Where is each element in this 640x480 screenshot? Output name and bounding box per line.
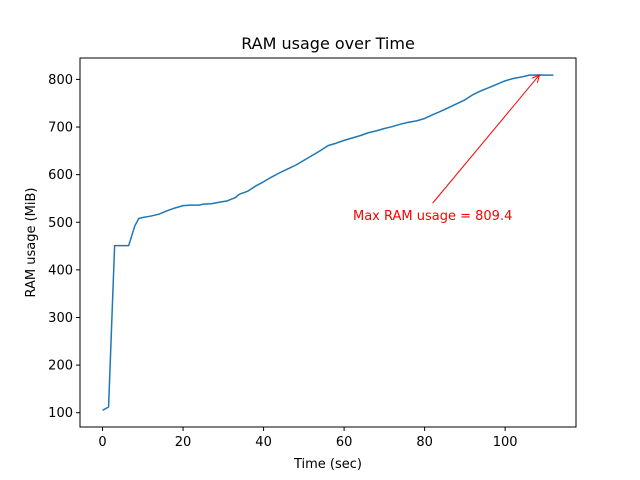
y-tick-label: 100 [48, 406, 73, 421]
annotation-arrowhead [531, 74, 541, 83]
x-tick-label: 60 [336, 435, 353, 450]
y-tick-label: 300 [48, 311, 73, 326]
y-tick-label: 700 [48, 121, 73, 136]
x-tick-label: 80 [416, 435, 433, 450]
y-tick-label: 500 [48, 216, 73, 231]
x-tick-label: 100 [493, 435, 518, 450]
y-tick-label: 400 [48, 263, 73, 278]
x-tick-label: 20 [175, 435, 192, 450]
x-tick-label: 0 [98, 435, 106, 450]
annotation: Max RAM usage = 809.4 [353, 74, 541, 224]
x-axis: 0 20 40 60 80 100 [98, 427, 518, 450]
y-axis: 100 200 300 400 500 600 700 800 [48, 73, 80, 421]
annotation-arrow [432, 74, 540, 204]
annotation-text: Max RAM usage = 809.4 [353, 209, 512, 224]
y-tick-label: 600 [48, 168, 73, 183]
x-axis-label: Time (sec) [293, 457, 362, 472]
plot-frame [79, 57, 577, 428]
series-line-0 [102, 74, 554, 411]
x-tick-label: 40 [255, 435, 272, 450]
plot-lines [102, 74, 554, 411]
y-tick-label: 200 [48, 359, 73, 374]
chart-title: RAM usage over Time [241, 34, 415, 53]
y-axis-label: RAM usage (MiB) [24, 188, 39, 298]
y-tick-label: 800 [48, 73, 73, 88]
